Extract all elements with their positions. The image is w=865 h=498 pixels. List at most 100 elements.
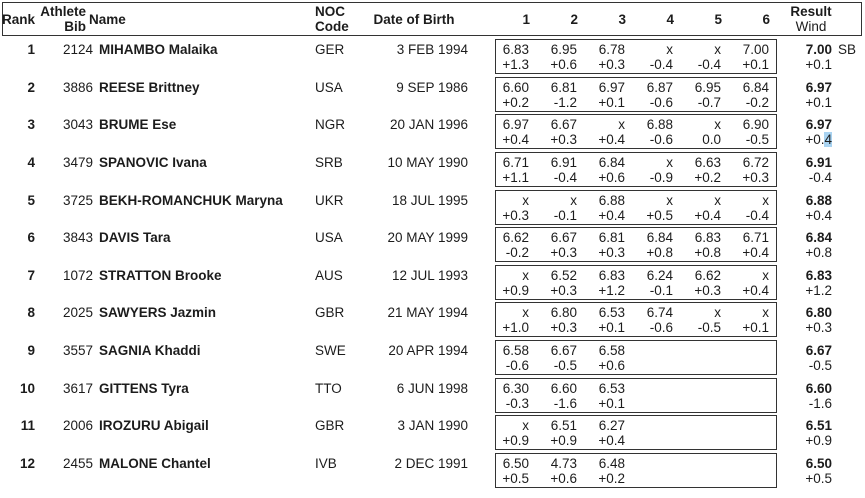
attempt-cell [673,381,721,412]
attempt-mark: 6.62 [502,230,529,246]
attempt-cell: 6.30 -0.3 [496,381,529,412]
table-row: 12 2455 MALONE Chantel IVB 2 DEC 1991 6.… [0,452,865,488]
result-block: 6.84 +0.8 [760,230,832,260]
attempts-box: 6.50 +0.5 4.73 +0.6 6.48 +0.2 [495,452,777,488]
attempt-wind: -0.5 [553,358,577,373]
result-wind: +0.4 [805,207,832,223]
attempt-mark: 6.83 [694,230,721,246]
attempt-mark: 6.83 [598,267,625,283]
result-value: 6.97 [805,117,832,133]
header-noc-code: NOC Code [315,2,365,36]
noc-cell: GBR [315,305,345,321]
attempt-wind [673,396,721,411]
attempt-cell: 6.51 +0.9 [529,418,577,449]
name-cell: DAVIS Tara [99,230,171,246]
result-wind: -0.5 [808,358,832,373]
bib-cell: 2025 [62,305,93,321]
attempt-cell: x -0.4 [673,42,721,73]
attempt-wind: -0.1 [649,282,673,298]
attempt-cell: 6.67 -0.5 [529,343,577,374]
attempt-cell: 6.95 -0.7 [673,80,721,111]
attempt-cell: 6.63 +0.2 [673,155,721,186]
header-dob-label: Date of Birth [373,11,455,27]
attempt-mark: 6.30 [502,380,529,396]
attempt-wind [673,358,721,373]
header-attempt-6-label: 6 [762,11,770,27]
table-row: 3 3043 BRUME Ese NGR 20 JAN 1996 6.97 +0.… [0,114,865,150]
attempt-cell: 6.88 +0.4 [577,193,625,224]
attempt-mark: 6.67 [550,343,577,358]
noc-cell: IVB [315,455,337,471]
attempt-mark: 6.62 [694,267,721,283]
attempt-mark: 6.71 [502,154,529,170]
result-wind: +0.1 [805,57,832,72]
result-value: 6.97 [805,79,832,95]
attempt-cell: x -0.5 [673,305,721,336]
attempt-mark: 6.83 [502,42,529,57]
attempt-wind: +0.4 [742,245,769,261]
attempt-wind: +0.1 [598,395,625,411]
header-attempt-3-label: 3 [618,11,626,27]
header-bib-line1: Athlete [40,4,86,19]
attempt-wind: +0.3 [550,245,577,261]
attempt-mark: x [666,154,673,170]
header-noc-line2: Code [315,19,349,34]
attempt-cell [673,456,721,487]
attempt-mark: 6.81 [550,79,577,95]
attempt-cell: 6.48 +0.2 [577,456,625,487]
attempt-cell: 6.87 -0.6 [625,80,673,111]
name-cell: BEKH-ROMANCHUK Maryna [99,192,283,208]
attempt-wind: -0.4 [745,207,769,223]
attempt-wind: +0.3 [694,282,721,298]
attempt-mark: 6.95 [694,79,721,95]
attempt-wind: +0.4 [694,207,721,223]
header-attempt-6: 6 [722,2,770,36]
result-wind: +1.2 [805,282,832,298]
attempt-mark: 7.00 [742,42,769,57]
attempt-cell: 6.53 +0.1 [577,305,625,336]
header-name: Name [89,2,209,36]
rank-cell: 11 [20,418,35,434]
attempt-wind: -0.3 [505,395,529,411]
attempt-mark: 6.53 [598,380,625,396]
attempts-box: 6.30 -0.3 6.60 -1.6 6.53 +0.1 [495,377,777,413]
result-block: 6.88 +0.4 [760,193,832,223]
bib-cell: 3725 [62,192,93,208]
result-wind: +0.4 [805,132,832,148]
attempt-cell: x 0.0 [673,117,721,148]
attempt-wind: -0.7 [697,94,721,110]
attempt-cell: 6.24 -0.1 [625,268,673,299]
attempt-mark: 6.84 [742,79,769,95]
attempts-box: 6.58 -0.6 6.67 -0.5 6.58 +0.6 [495,340,777,375]
attempt-cell [625,456,673,487]
attempts-box: 6.60 +0.2 6.81 -1.2 6.97 +0.1 6.87 -0.6 6.95 -0.7… [495,76,777,112]
attempt-mark: 6.58 [502,343,529,358]
attempt-mark: x [762,267,769,283]
table-row: 1 2124 MIHAMBO Malaika GER 3 FEB 1994 6.… [0,39,865,74]
attempt-cell: x -0.4 [721,193,769,224]
attempts-box: x +0.9 6.51 +0.9 6.27 +0.4 [495,415,777,451]
attempt-cell: 6.80 +0.3 [529,305,577,336]
bib-cell: 1072 [62,267,93,283]
attempt-wind: +0.4 [598,433,625,449]
dob-cell: 3 FEB 1994 [396,42,468,57]
attempt-mark: x [714,192,721,208]
attempts-box: 6.71 +1.1 6.91 -0.4 6.84 +0.6 x -0.9 6.63 +0.2 6.7… [495,151,777,187]
attempt-cell [625,381,673,412]
result-block: 6.83 +1.2 [760,268,832,298]
attempt-cell: x +0.4 [577,117,625,148]
bib-cell: 2124 [62,42,93,57]
attempt-wind [625,358,673,373]
attempt-mark: 6.52 [550,267,577,283]
attempt-wind [625,433,673,448]
attempt-cell: 6.60 +0.2 [496,80,529,111]
attempt-wind: -0.5 [745,132,769,148]
attempt-wind: +0.6 [598,169,625,185]
attempt-cell: x -0.9 [625,155,673,186]
attempt-wind: +0.6 [598,358,625,373]
attempt-mark: 6.84 [646,230,673,246]
attempt-cell: 6.74 -0.6 [625,305,673,336]
attempt-mark: x [570,192,577,208]
result-value: 6.50 [805,455,832,471]
